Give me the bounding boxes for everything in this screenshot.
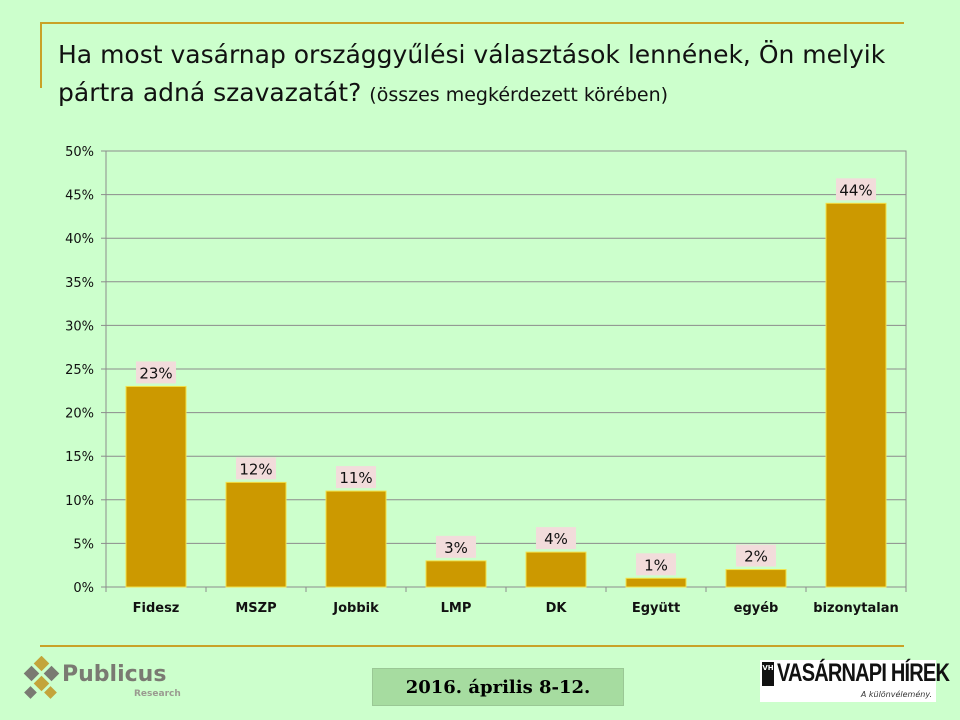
side-rule — [40, 22, 42, 88]
vh-badge: VH — [762, 662, 774, 686]
bars — [125, 202, 887, 588]
bar-lmp — [425, 560, 487, 588]
survey-date: 2016. április 8-12. — [372, 668, 624, 706]
bar-egyéb — [725, 569, 787, 588]
y-tick-label: 40% — [65, 232, 94, 247]
publicus-logo: Publicus Research — [22, 655, 192, 706]
data-label: 1% — [644, 556, 668, 574]
x-tick-label: DK — [546, 601, 568, 616]
bar-dk — [525, 551, 587, 588]
y-tick-label: 15% — [65, 450, 94, 465]
x-tick-label: MSZP — [235, 601, 276, 616]
data-label-bg — [736, 544, 776, 567]
data-label: 3% — [444, 539, 468, 557]
y-tick-label: 25% — [65, 363, 94, 378]
data-label-bg — [436, 535, 476, 558]
x-tick-label: Együtt — [632, 601, 680, 616]
x-tick-label: LMP — [441, 601, 472, 616]
data-label: 2% — [744, 548, 768, 566]
title-main: Ha most vasárnap országgyűlési választás… — [58, 40, 886, 107]
y-tick-label: 30% — [65, 319, 94, 334]
x-tick-label: egyéb — [734, 601, 779, 616]
vasarnapi-hirek-tagline: A különvélemény. — [860, 690, 932, 699]
data-label-bg — [536, 527, 576, 550]
data-label-bg — [136, 361, 176, 384]
bar-fidesz — [125, 385, 187, 588]
x-tick-label: bizonytalan — [813, 601, 898, 616]
y-tick-label: 35% — [65, 276, 94, 291]
data-label-bg — [336, 466, 376, 489]
publicus-name: Publicus — [62, 662, 167, 687]
gridlines — [101, 150, 907, 592]
x-tick-label: Fidesz — [133, 601, 180, 616]
y-tick-label: 0% — [73, 581, 94, 596]
x-tick-label: Jobbik — [332, 601, 379, 616]
x-axis-ticks: Fidesz MSZP Jobbik LMP DK Együtt egyéb bizonyta… — [133, 601, 899, 616]
bar-mszp — [225, 481, 287, 588]
y-axis-ticks: 0% 5% 10% 15% 20% 25% 30% 35% 40% 45% 50% — [65, 145, 94, 596]
title-sub: (összes megkérdezett körében) — [369, 84, 669, 106]
slide-title: Ha most vasárnap országgyűlési választás… — [58, 36, 918, 114]
vasarnapi-hirek-name: VASÁRNAPI HÍREK — [777, 659, 950, 687]
data-labels: 23% 12% 11% 3% 4% 1% 2% 44% — [136, 178, 876, 576]
publicus-diamond-icon — [23, 655, 60, 699]
data-label: 23% — [139, 364, 172, 382]
data-label: 12% — [239, 460, 272, 478]
data-label-bg — [836, 178, 876, 201]
y-tick-label: 45% — [65, 189, 94, 204]
data-label: 11% — [339, 469, 372, 487]
y-tick-label: 20% — [65, 407, 94, 422]
y-tick-label: 50% — [65, 145, 94, 160]
y-tick-label: 10% — [65, 494, 94, 509]
top-rule — [40, 22, 904, 24]
bottom-rule — [40, 645, 904, 647]
vasarnapi-hirek-logo: VH VASÁRNAPI HÍREK A különvélemény. — [760, 659, 950, 702]
publicus-sub: Research — [134, 689, 181, 699]
data-label-bg — [236, 457, 276, 480]
bar-bizonytalan — [825, 202, 887, 588]
y-tick-label: 5% — [73, 537, 94, 552]
bar-jobbik — [325, 490, 387, 588]
data-label: 4% — [544, 530, 568, 548]
bar-együtt — [625, 577, 687, 588]
bar-chart: 0% 5% 10% 15% 20% 25% 30% 35% 40% 45% 50% 23% 12% 11… — [65, 145, 907, 616]
data-label: 44% — [839, 181, 872, 199]
data-label-bg — [636, 553, 676, 576]
